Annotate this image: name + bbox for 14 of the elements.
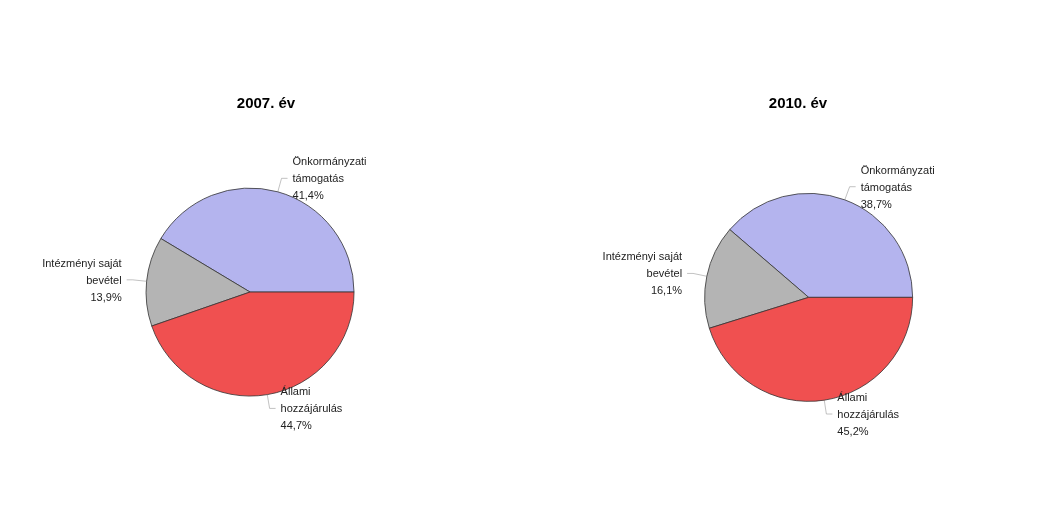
- data-label: 45,2%: [837, 425, 869, 438]
- slice-label: Állami hozzájárulás: [837, 391, 900, 421]
- slice-label: Intézményi saját bevétel: [42, 256, 122, 286]
- data-label: 44,7%: [280, 419, 313, 432]
- chart-title: 2010. év: [768, 94, 828, 111]
- data-label: 41,4%: [292, 189, 324, 202]
- slice-label: Önkormányzati támogatás: [860, 163, 938, 193]
- slice-label: Önkormányzati támogatás: [292, 155, 370, 185]
- data-label: 38,7%: [860, 197, 893, 210]
- slice-label: Intézményi saját bevétel: [602, 250, 683, 280]
- data-label: 13,9%: [90, 290, 122, 303]
- data-label: 16,1%: [650, 284, 683, 297]
- slice-label: Állami hozzájárulás: [280, 385, 343, 415]
- chart-title: 2007. év: [236, 94, 296, 111]
